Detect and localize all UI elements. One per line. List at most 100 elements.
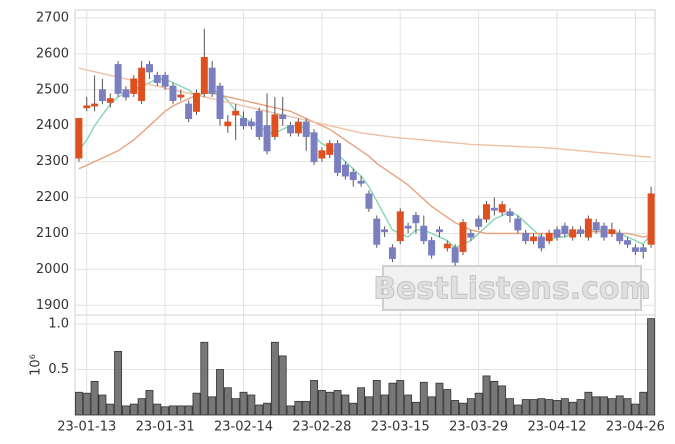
candle-body (130, 78, 138, 94)
candle-body (106, 98, 114, 103)
volume-bar (443, 389, 452, 416)
candle-body (247, 121, 255, 127)
volume-bar (357, 387, 366, 416)
volume-bar (482, 375, 491, 416)
volume-bar (490, 380, 499, 416)
candle-body (600, 225, 608, 238)
x-tick-label: 23-03-29 (449, 420, 508, 435)
y-tick-label: 2400 (36, 118, 69, 133)
volume-bar (459, 402, 467, 416)
volume-bar (498, 385, 507, 416)
volume-bar (615, 395, 624, 416)
candle-body (177, 94, 185, 98)
candle-body (647, 193, 655, 245)
y-axis-label: 10⁶ (29, 354, 44, 376)
volume-bar (161, 406, 170, 416)
candle-body (185, 103, 193, 119)
candle-body (216, 85, 224, 119)
candle-body (443, 243, 451, 249)
volume-bar (451, 400, 460, 416)
volume-bar (600, 396, 608, 416)
volume-bar (435, 382, 444, 416)
volume-bar (216, 369, 224, 416)
candle-body (75, 117, 83, 159)
volume-bar (223, 387, 232, 416)
volume-bar (153, 403, 162, 416)
volume-bar (302, 400, 311, 416)
candle-body (404, 225, 412, 229)
candle-body (420, 225, 428, 242)
x-tick-label: 23-04-26 (606, 420, 665, 435)
candle-body (608, 229, 616, 234)
candle-body (545, 232, 553, 242)
candle-body (138, 67, 146, 102)
candle-body (349, 171, 357, 181)
volume-bar (419, 381, 428, 416)
candle-body (412, 214, 420, 224)
volume-bar (647, 318, 656, 416)
candle-body (373, 218, 381, 245)
candle-body (83, 105, 91, 109)
x-tick-label: 23-02-14 (214, 420, 273, 435)
candle-body (483, 204, 490, 220)
candle-body (98, 89, 106, 102)
candle-body (114, 64, 122, 94)
volume-bar (623, 398, 632, 416)
volume-bar (286, 405, 295, 416)
volume-bar (325, 391, 334, 416)
candle-body (193, 92, 200, 112)
volume-bar (506, 398, 514, 416)
candle-body (506, 211, 514, 216)
volume-bar (169, 405, 177, 416)
volume-bar (529, 399, 538, 416)
candle-body (302, 121, 310, 137)
candle-body (522, 232, 530, 242)
volume-bar (82, 392, 91, 416)
volume-bar (263, 402, 271, 416)
candle-body (91, 103, 99, 107)
candle-body (530, 236, 537, 242)
volume-bar (521, 399, 530, 416)
y-tick-label: 2100 (36, 226, 69, 241)
candle-body (240, 117, 247, 127)
y-tick-label: 2300 (36, 154, 69, 169)
candle-body (388, 247, 396, 260)
candle-body (169, 85, 177, 102)
watermark: BestListens.com (373, 272, 651, 307)
candle-body (318, 150, 326, 159)
candle-body (122, 89, 130, 98)
candle-body (263, 125, 271, 152)
candle-body (553, 229, 561, 238)
candle-body (161, 74, 169, 87)
moving-average-line (78, 78, 652, 249)
candle-body (639, 247, 647, 252)
candle-body (396, 211, 404, 242)
x-tick-label: 23-03-15 (371, 420, 430, 435)
candle-body (255, 110, 263, 137)
volume-bar (137, 398, 146, 416)
y-tick-label: 1900 (36, 298, 69, 313)
volume-bar (122, 405, 130, 416)
volume-bar (372, 380, 381, 416)
x-tick-label: 23-02-28 (292, 420, 351, 435)
candle-body (232, 110, 240, 116)
candle-body (498, 204, 506, 213)
volume-bar (106, 403, 115, 416)
candle-body (341, 164, 349, 177)
volume-bar (317, 390, 326, 416)
volume-bar (537, 398, 546, 416)
y-tick-label: 2200 (36, 190, 69, 205)
volume-bar (412, 401, 420, 416)
volume-bar (74, 391, 83, 416)
volume-bar (592, 396, 601, 416)
candle-body (459, 222, 467, 252)
volume-bar (192, 392, 201, 416)
volume-bar (145, 390, 154, 416)
candle-body (584, 218, 592, 238)
volume-bar (208, 396, 217, 416)
y-tick-label: 2700 (36, 10, 69, 25)
volume-bar (639, 391, 648, 416)
candle-body (381, 229, 389, 233)
candle-body (334, 143, 342, 173)
